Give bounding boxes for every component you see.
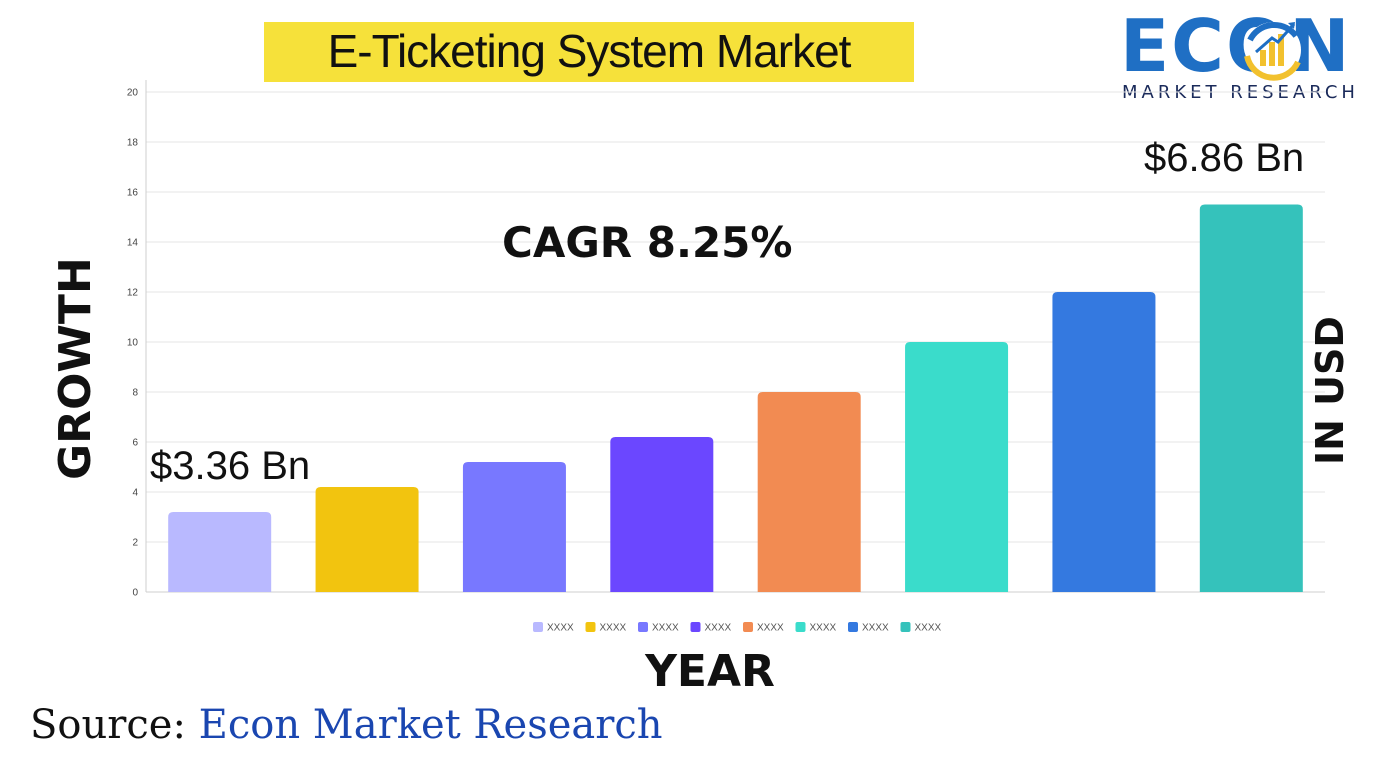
bar <box>757 392 861 592</box>
y-tick-label: 2 <box>132 538 138 549</box>
bar <box>1199 204 1303 592</box>
y-tick-label: 20 <box>127 88 139 99</box>
bar <box>905 342 1009 592</box>
bar <box>610 437 714 592</box>
chart-title: E-Ticketing System Market <box>327 25 852 77</box>
source-name: Econ Market Research <box>198 702 663 748</box>
econ-logo: ECON MARKET RESEARCH <box>1118 6 1378 106</box>
legend-label: XXXX <box>705 623 732 634</box>
legend-swatch <box>848 622 858 632</box>
y-tick-label: 12 <box>127 288 139 299</box>
y-tick-label: 4 <box>132 488 138 499</box>
legend-swatch <box>638 622 648 632</box>
legend-label: XXXX <box>547 623 574 634</box>
end-value-annotation: $6.86 Bn <box>1144 136 1305 180</box>
bar <box>1052 292 1156 592</box>
legend-swatch <box>900 622 911 632</box>
bar <box>315 487 419 592</box>
legend-label: XXXX <box>757 623 784 634</box>
source-label: Source: <box>30 702 186 748</box>
logo-growth-icon <box>1244 21 1301 81</box>
bars <box>168 204 1303 592</box>
y-tick-label: 10 <box>127 338 139 349</box>
legend: XXXX XXXX XXXX XXXX XXXX XXXX XXXX XXXX <box>533 622 942 634</box>
y-tick-label: 0 <box>132 588 138 599</box>
legend-swatch <box>743 622 753 632</box>
y-tick-label: 18 <box>127 138 139 149</box>
legend-label: XXXX <box>915 623 942 634</box>
start-value-annotation: $3.36 Bn <box>150 444 311 488</box>
legend-swatch <box>533 622 543 632</box>
y-tick-label: 16 <box>127 188 139 199</box>
x-axis-title: YEAR <box>645 646 775 697</box>
bar <box>168 512 272 592</box>
y-tick-label: 8 <box>132 388 138 399</box>
bar <box>462 462 566 592</box>
legend-swatch <box>585 622 596 632</box>
title-highlight: E-Ticketing System Market <box>264 22 914 82</box>
y-tick-label: 6 <box>132 438 138 449</box>
legend-swatch <box>690 622 701 632</box>
y-axis-right-title: IN USD <box>1308 316 1352 465</box>
source-line: Source: Econ Market Research <box>30 702 663 748</box>
legend-label: XXXX <box>652 623 679 634</box>
legend-label: XXXX <box>862 623 889 634</box>
y-tick-labels: 0 2 4 6 8 10 12 14 16 18 20 <box>127 88 139 599</box>
y-axis-title: GROWTH <box>50 257 101 480</box>
cagr-annotation: CAGR 8.25% <box>502 218 793 267</box>
legend-label: XXXX <box>810 623 837 634</box>
logo-wordmark: ECON <box>1120 4 1352 88</box>
y-tick-label: 14 <box>127 238 139 249</box>
legend-label: XXXX <box>600 623 627 634</box>
legend-swatch <box>795 622 806 632</box>
